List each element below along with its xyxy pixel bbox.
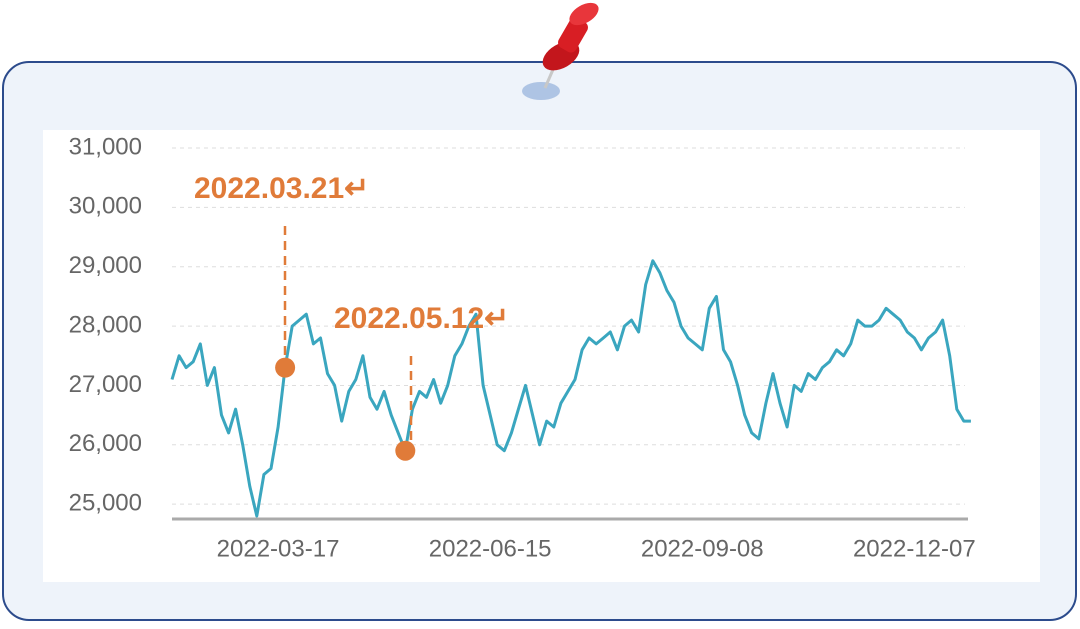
line-series	[170, 259, 971, 518]
annotation-dot	[275, 357, 296, 378]
y-tick-label: 26,000	[69, 430, 142, 457]
x-tick-label: 2022-09-08	[641, 535, 764, 562]
chart-panel	[43, 130, 1040, 582]
plot: 25,000 26,000 27,000 28,000 29,000 30,000 31,0…	[69, 133, 976, 562]
pushpin	[542, 2, 599, 71]
x-tick-label: 2022-06-15	[429, 535, 552, 562]
y-tick-label: 25,000	[69, 490, 142, 517]
x-tick-label: 2022-12-07	[853, 535, 976, 562]
x-tick-label: 2022-03-17	[217, 535, 340, 562]
pin-shadow	[522, 82, 560, 100]
annotation-label: 2022.03.21↵	[194, 172, 369, 205]
y-tick-label: 31,000	[69, 133, 142, 160]
annotation-label: 2022.05.12↵	[334, 302, 509, 335]
y-tick-label: 30,000	[69, 193, 142, 220]
y-tick-label: 28,000	[69, 311, 142, 338]
annotation-dot	[395, 440, 416, 461]
y-tick-label: 27,000	[69, 371, 142, 398]
y-tick-label: 29,000	[69, 252, 142, 279]
